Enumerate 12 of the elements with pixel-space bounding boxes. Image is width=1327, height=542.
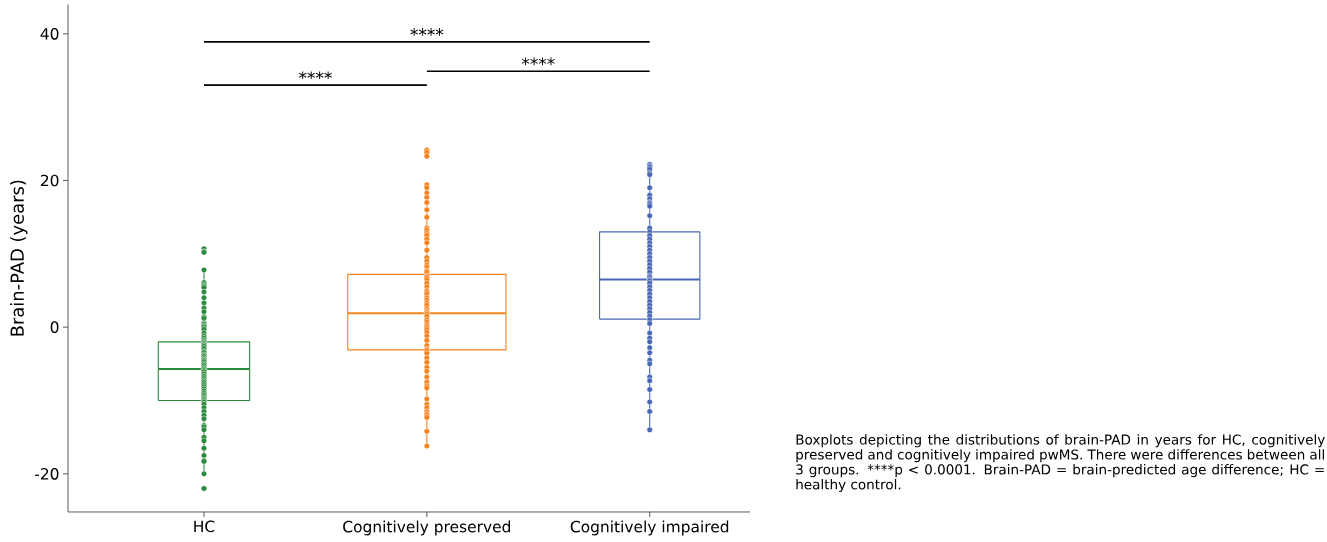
annotation: ****: [410, 28, 444, 36]
y-tick-label: -20: [35, 468, 59, 480]
x-tick-label: Cognitively impaired: [570, 520, 729, 536]
y-tick-label: 40: [40, 27, 59, 40]
y-axis-title: Brain-PAD (years): [10, 180, 28, 336]
annotation: ****: [298, 71, 332, 80]
y-tick-label: 0: [50, 321, 59, 334]
x-tick-label: HC: [194, 520, 215, 533]
y-tick-label: 20: [40, 174, 59, 187]
annotation: ****: [521, 57, 555, 66]
text: Boxplots depicting the distributions of brain-PAD in years for HC, cognitively preserved and cognitively impaired pwMS. There were differences between all 3 groups. ****p < 0.0001. Brain-PAD = brain-predicted age difference; HC = healthy control.: [796, 434, 1325, 493]
x-tick-label: Cognitively preserved: [343, 520, 510, 536]
